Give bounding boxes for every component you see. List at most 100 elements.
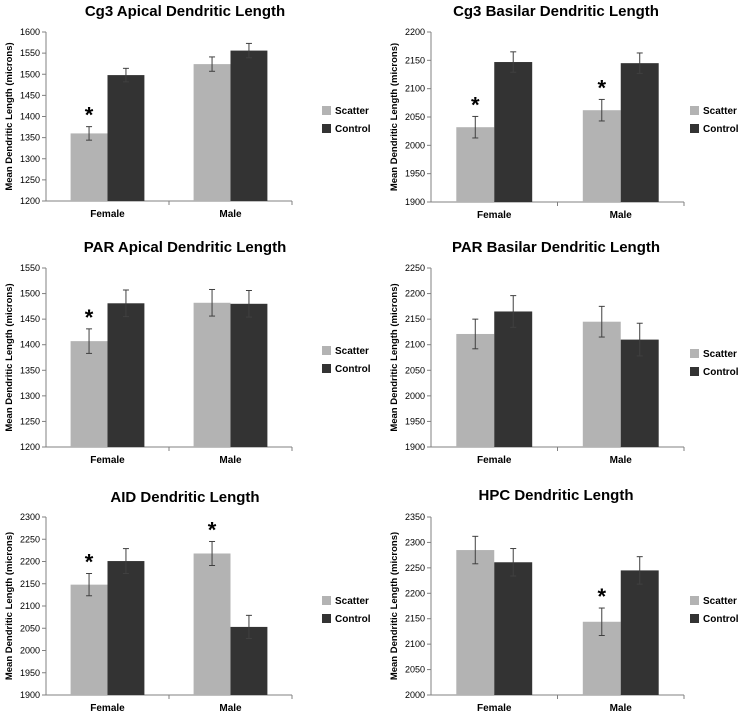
chart-4-bar-control-male xyxy=(620,339,659,447)
chart-5-significance-star: * xyxy=(208,517,217,542)
chart-2-ytick-label: 2150 xyxy=(405,55,425,65)
chart-1-ytick-label: 1350 xyxy=(20,133,40,143)
chart-6-legend-label: Control xyxy=(703,614,739,625)
chart-1-bar-scatter-female xyxy=(70,133,108,201)
chart-6-ytick-label: 2000 xyxy=(405,690,425,700)
chart-6-category-label: Female xyxy=(477,703,512,714)
chart-3-ytick-label: 1550 xyxy=(20,263,40,273)
chart-4-bar-scatter-female xyxy=(456,333,495,447)
chart-5-significance-star: * xyxy=(85,550,94,575)
chart-3-ytick-label: 1250 xyxy=(20,416,40,426)
chart-1-ytick-label: 1250 xyxy=(20,175,40,185)
chart-5-category-label: Female xyxy=(90,703,125,714)
chart-6-ytick-label: 2150 xyxy=(405,614,425,624)
chart-4-bar-control-female xyxy=(494,311,533,447)
chart-2-bar-scatter-female xyxy=(456,127,495,202)
chart-5-ylabel: Mean Dendritic Length (microns) xyxy=(4,532,15,680)
chart-5-legend-label: Control xyxy=(335,614,371,625)
chart-3-legend-swatch-control xyxy=(322,364,331,373)
chart-5-ytick-label: 2050 xyxy=(20,623,40,633)
chart-4-ytick-label: 2000 xyxy=(405,391,425,401)
chart-1-bar-control-female xyxy=(107,75,145,201)
chart-5-legend-swatch-control xyxy=(322,614,331,623)
chart-2-title: Cg3 Basilar Dendritic Length xyxy=(453,3,659,20)
chart-1-ytick-label: 1450 xyxy=(20,90,40,100)
chart-4-legend-label: Scatter xyxy=(703,349,737,360)
chart-4-ytick-label: 1900 xyxy=(405,442,425,452)
chart-3-bar-control-female xyxy=(107,303,145,447)
chart-2-ytick-label: 2100 xyxy=(405,84,425,94)
chart-5-bar-scatter-male xyxy=(193,553,231,695)
chart-4-ytick-label: 2200 xyxy=(405,289,425,299)
chart-3-category-label: Female xyxy=(90,455,125,466)
chart-3-legend-label: Control xyxy=(335,364,371,375)
chart-6-bar-scatter-female xyxy=(456,550,495,695)
chart-2-ytick-label: 2200 xyxy=(405,27,425,37)
chart-5-legend-swatch-scatter xyxy=(322,596,331,605)
chart-1-ytick-label: 1300 xyxy=(20,154,40,164)
chart-2-ytick-label: 2050 xyxy=(405,112,425,122)
chart-4-category-label: Male xyxy=(610,455,633,466)
chart-6-significance-star: * xyxy=(597,584,606,609)
chart-1-category-label: Female xyxy=(90,209,125,220)
chart-5-bar-scatter-female xyxy=(70,584,108,695)
chart-1-bar-control-male xyxy=(230,50,268,202)
chart-3-ytick-label: 1350 xyxy=(20,365,40,375)
chart-3-ytick-label: 1450 xyxy=(20,314,40,324)
chart-4-ytick-label: 2100 xyxy=(405,340,425,350)
chart-3-ytick-label: 1200 xyxy=(20,442,40,452)
chart-2-legend-swatch-control xyxy=(690,124,699,133)
chart-5-bar-control-female xyxy=(107,561,145,695)
chart-6-ylabel: Mean Dendritic Length (microns) xyxy=(389,532,400,680)
chart-6-category-label: Male xyxy=(610,703,633,714)
chart-6-legend-swatch-scatter xyxy=(690,596,699,605)
chart-1-ylabel: Mean Dendritic Length (microns) xyxy=(4,42,15,190)
chart-5-ytick-label: 1950 xyxy=(20,668,40,678)
chart-3-ytick-label: 1300 xyxy=(20,391,40,401)
chart-5-ytick-label: 2000 xyxy=(20,646,40,656)
chart-6-title: HPC Dendritic Length xyxy=(478,487,633,504)
chart-1-ytick-label: 1400 xyxy=(20,112,40,122)
chart-6-legend-label: Scatter xyxy=(703,596,737,607)
chart-2-category-label: Male xyxy=(610,210,633,221)
chart-6-ytick-label: 2050 xyxy=(405,665,425,675)
chart-2-bar-control-female xyxy=(494,62,533,203)
chart-3-bar-control-male xyxy=(230,303,268,447)
chart-3-ytick-label: 1400 xyxy=(20,340,40,350)
chart-6-ytick-label: 2100 xyxy=(405,639,425,649)
chart-4-ytick-label: 2050 xyxy=(405,365,425,375)
chart-3-significance-star: * xyxy=(85,305,94,330)
chart-6-ytick-label: 2250 xyxy=(405,563,425,573)
chart-1-legend-swatch-scatter xyxy=(322,106,331,115)
chart-6-bar-control-male xyxy=(620,570,659,695)
chart-2-category-label: Female xyxy=(477,210,512,221)
chart-4-legend-label: Control xyxy=(703,367,739,378)
chart-5-category-label: Male xyxy=(219,703,242,714)
chart-5-ytick-label: 2150 xyxy=(20,579,40,589)
chart-5-title: AID Dendritic Length xyxy=(110,489,259,506)
chart-1-title: Cg3 Apical Dendritic Length xyxy=(85,3,285,20)
chart-6-ytick-label: 2350 xyxy=(405,512,425,522)
chart-4-legend-swatch-scatter xyxy=(690,349,699,358)
chart-5-legend-label: Scatter xyxy=(335,596,369,607)
chart-3-title: PAR Apical Dendritic Length xyxy=(84,239,287,256)
chart-1-ytick-label: 1200 xyxy=(20,196,40,206)
chart-3-ylabel: Mean Dendritic Length (microns) xyxy=(4,283,15,431)
chart-3-ytick-label: 1500 xyxy=(20,289,40,299)
chart-1-category-label: Male xyxy=(219,209,242,220)
chart-1-legend-label: Control xyxy=(335,124,371,135)
chart-5-ytick-label: 2300 xyxy=(20,512,40,522)
chart-4-ytick-label: 1950 xyxy=(405,416,425,426)
chart-2-bar-scatter-male xyxy=(582,110,621,202)
chart-4-ylabel: Mean Dendritic Length (microns) xyxy=(389,283,400,431)
chart-1-legend-label: Scatter xyxy=(335,106,369,117)
chart-3-category-label: Male xyxy=(219,455,242,466)
chart-2-significance-star: * xyxy=(471,92,480,117)
chart-6-ytick-label: 2200 xyxy=(405,588,425,598)
chart-2-ylabel: Mean Dendritic Length (microns) xyxy=(389,43,400,191)
chart-2-bar-control-male xyxy=(620,63,659,202)
chart-2-legend-swatch-scatter xyxy=(690,106,699,115)
chart-4-category-label: Female xyxy=(477,455,512,466)
chart-5-ytick-label: 2100 xyxy=(20,601,40,611)
